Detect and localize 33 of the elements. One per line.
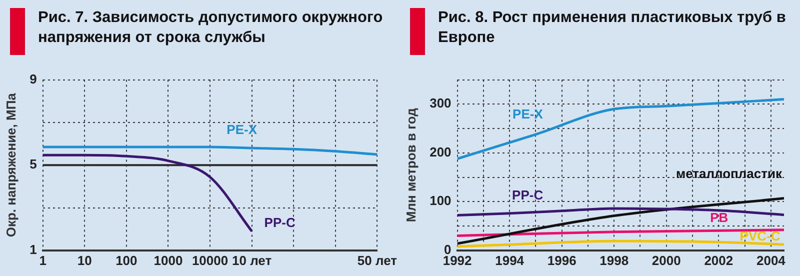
x-tick-label: 50 лет <box>357 252 398 268</box>
series-label: PP-C <box>512 187 544 202</box>
x-tick-label: 1996 <box>547 252 576 268</box>
series-label: PB <box>710 210 728 225</box>
series-label: PE-X <box>512 106 544 122</box>
y-tick-label: 9 <box>30 71 37 86</box>
x-tick-label: 10 <box>77 252 92 268</box>
x-tick-label: 1 <box>39 252 46 268</box>
y-tick-label: 300 <box>430 96 452 111</box>
series-label: металлопластик <box>676 166 782 182</box>
y-tick-label: 100 <box>430 193 452 208</box>
x-tick-label: 10 лет <box>232 252 272 268</box>
series-label: PVC-C <box>740 228 781 244</box>
x-tick-label: 100 <box>116 252 138 268</box>
y-tick-label: 5 <box>30 156 37 172</box>
x-tick-label: 10000 <box>192 252 228 268</box>
y-tick-label: 200 <box>430 144 452 160</box>
x-tick-label: 1000 <box>154 252 183 268</box>
line-series <box>457 98 784 160</box>
line-series <box>42 146 378 156</box>
chart-title: Рис. 7. Зависимость допустимого окружного напряжения от срока службы <box>38 8 384 48</box>
x-tick-label: 2004 <box>756 252 786 268</box>
y-tick-label: 1 <box>30 242 37 257</box>
x-tick-label: 2002 <box>704 252 734 268</box>
series-label: PP-C <box>264 215 296 230</box>
y-axis-title: Млн метров в год <box>403 107 418 222</box>
y-axis-title: Окр. напряжение, МПа <box>3 92 18 238</box>
series-label: PE-X <box>226 122 258 138</box>
x-tick-label: 1998 <box>600 252 629 268</box>
line-series <box>42 154 254 232</box>
x-tick-label: 2000 <box>652 252 681 268</box>
chart-title: Рис. 8. Рост применения пластиковых труб в Европе <box>438 8 787 48</box>
x-tick-label: 1994 <box>495 252 525 268</box>
